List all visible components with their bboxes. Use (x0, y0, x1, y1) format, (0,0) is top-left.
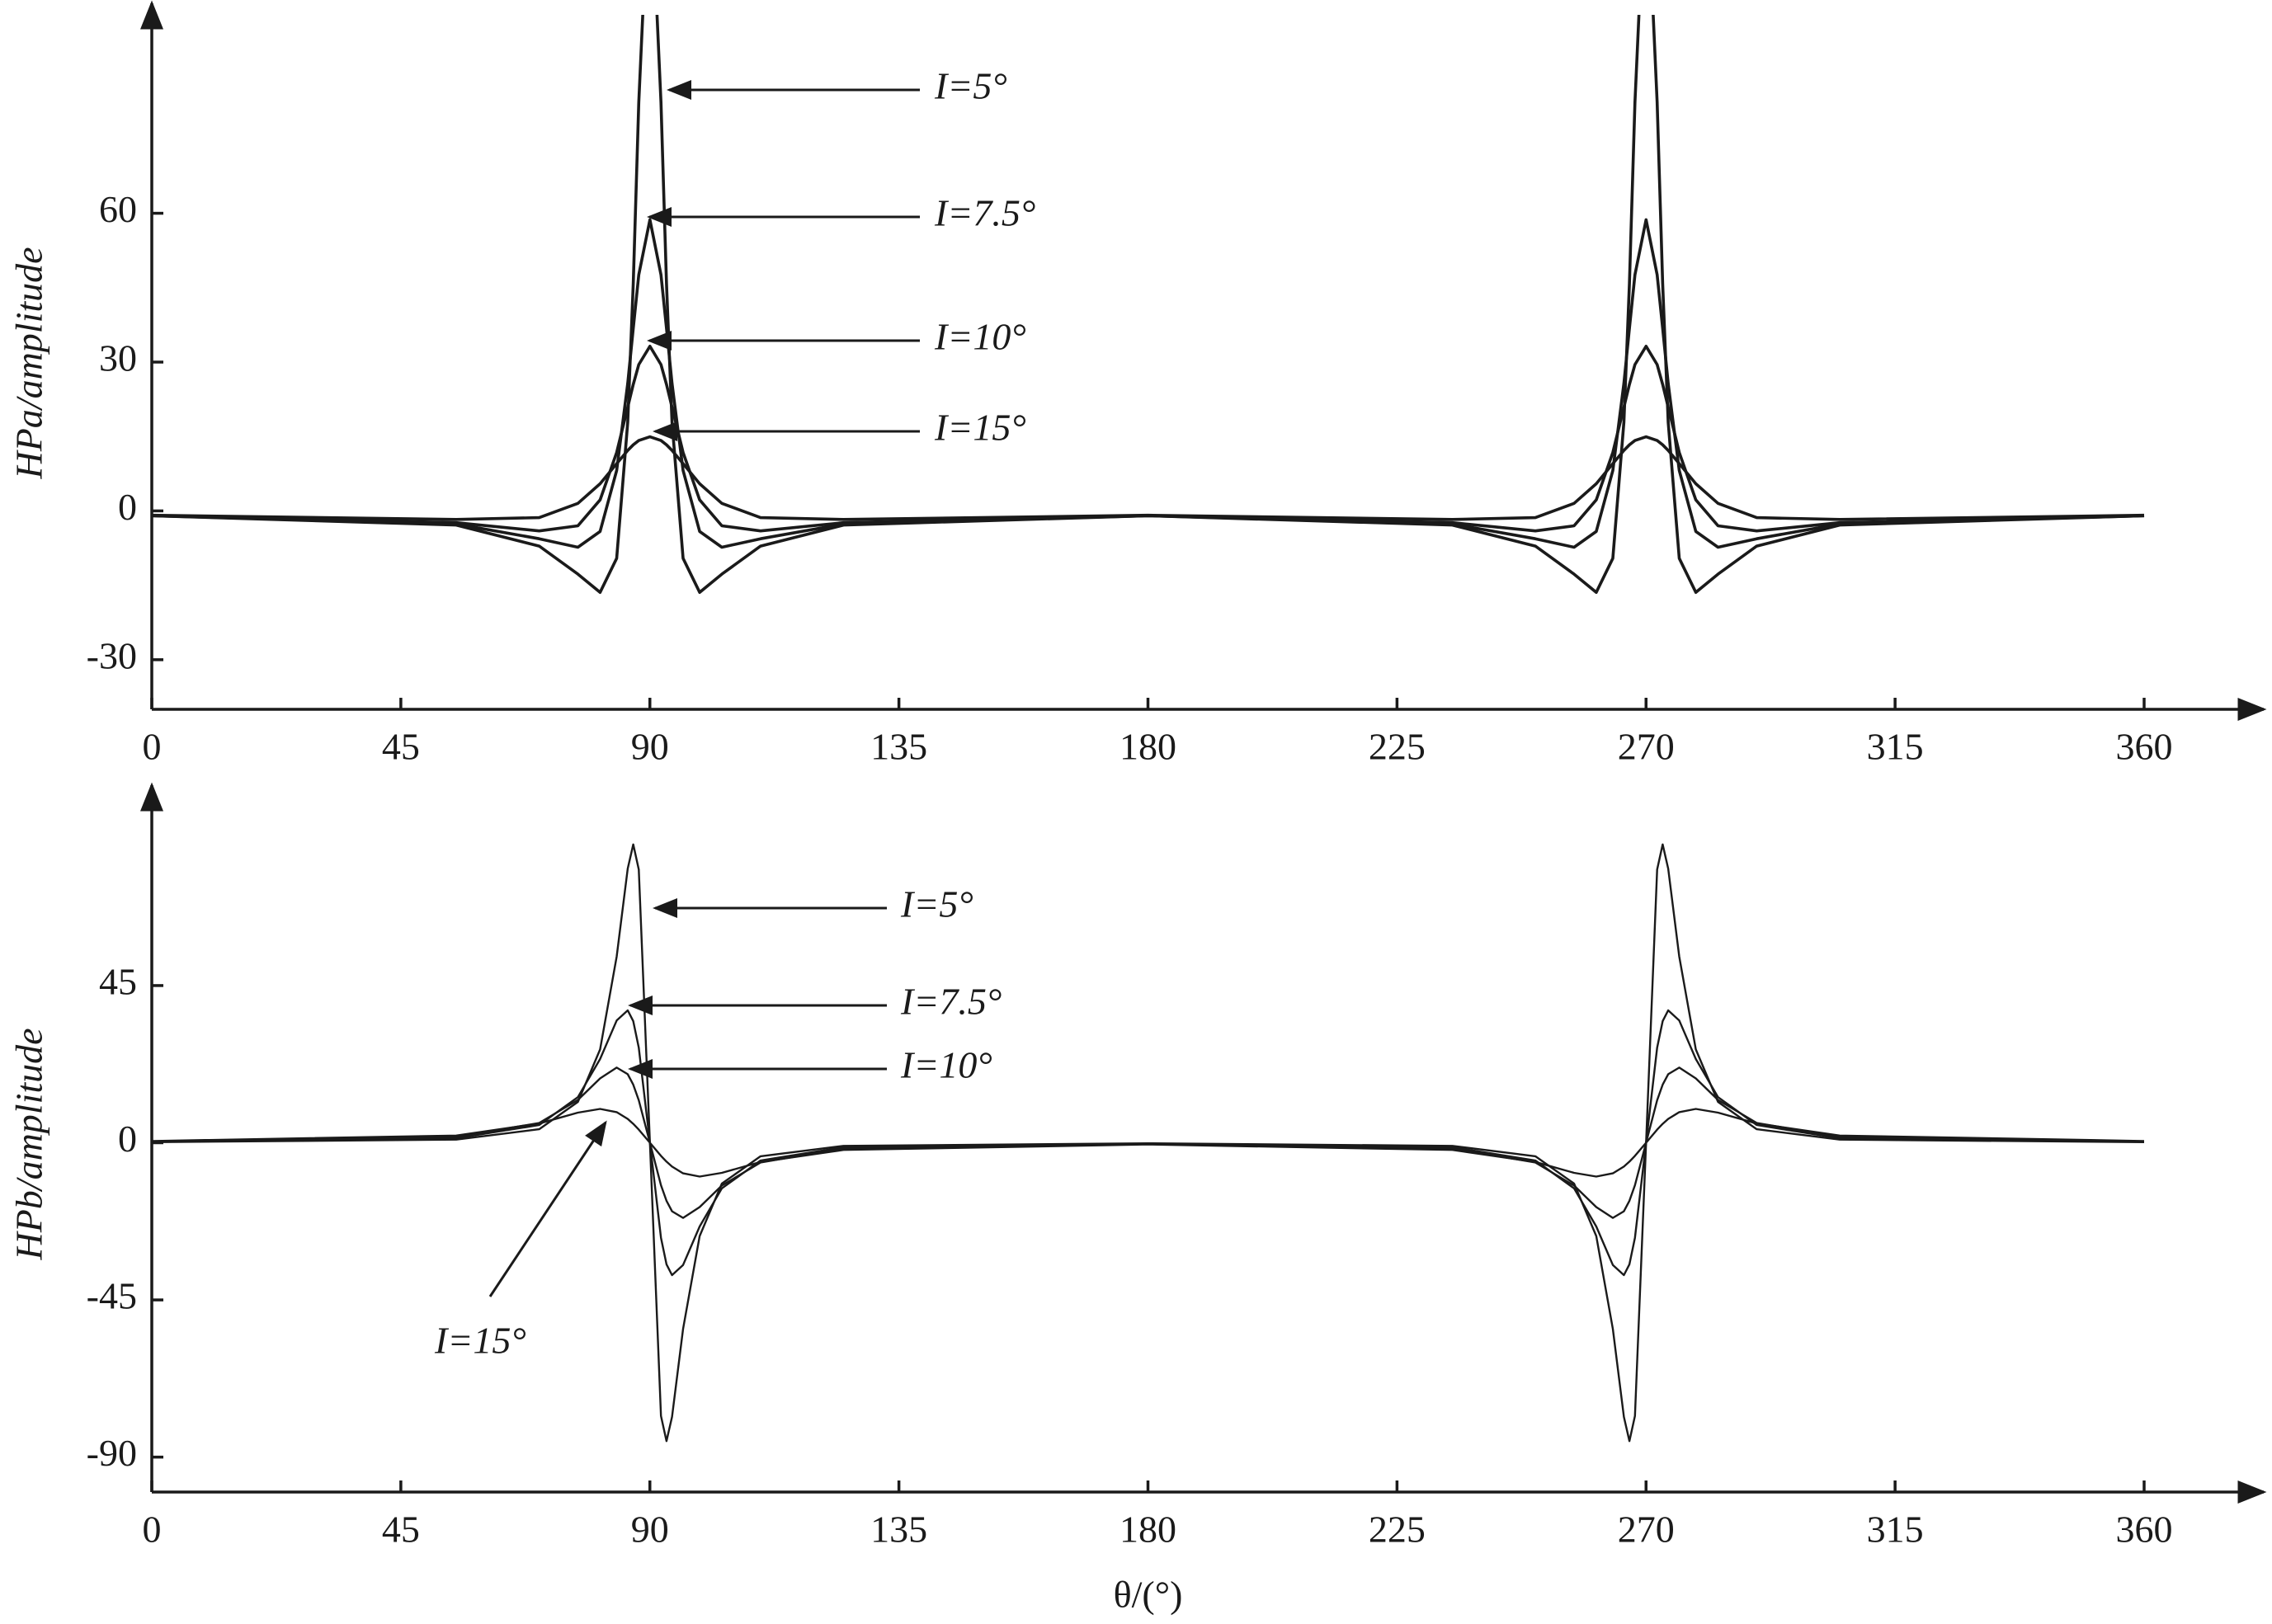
legend-arrow (488, 1120, 607, 1297)
x-tick-label: 90 (631, 1509, 669, 1551)
x-tick-label: 225 (1369, 1509, 1426, 1551)
y-tick-label: 60 (99, 188, 137, 230)
legend-label: I=10° (900, 1044, 992, 1086)
y-axis-label: HPb/amplitude (8, 1028, 50, 1260)
x-tick-label: 315 (1867, 726, 1924, 768)
legend-label: I=15° (934, 407, 1026, 449)
x-tick-label: 0 (143, 1509, 162, 1551)
x-tick-label: 225 (1369, 726, 1426, 768)
y-axis-label: HPa/amplitude (8, 247, 50, 479)
series-line (151, 15, 2145, 594)
x-tick-label: 135 (870, 726, 927, 768)
x-tick-label: 360 (2116, 726, 2173, 768)
legend-label: I=7.5° (934, 192, 1035, 234)
legend-label: I=15° (434, 1320, 526, 1362)
y-tick-label: 0 (118, 1118, 137, 1160)
y-tick-label: -90 (87, 1432, 137, 1474)
x-tick-label: 270 (1618, 726, 1675, 768)
legend-label: I=5° (934, 65, 1007, 107)
y-tick-label: -45 (87, 1275, 137, 1317)
y-tick-label: 30 (99, 337, 137, 379)
x-tick-label: 0 (143, 726, 162, 768)
series-line (151, 1009, 2145, 1277)
x-axis-label: θ/(°) (1114, 1574, 1183, 1616)
y-tick-label: 45 (99, 960, 137, 1002)
x-tick-label: 135 (870, 1509, 927, 1551)
x-tick-label: 90 (631, 726, 669, 768)
y-tick-label: 0 (118, 486, 137, 528)
series-line (151, 435, 2145, 521)
x-tick-label: 360 (2116, 1509, 2173, 1551)
x-tick-label: 180 (1120, 726, 1176, 768)
x-tick-label: 45 (382, 1509, 420, 1551)
x-tick-label: 45 (382, 726, 420, 768)
y-tick-label: -30 (87, 634, 137, 676)
series-line (151, 218, 2145, 549)
x-tick-label: 180 (1120, 1509, 1176, 1551)
legend-label: I=5° (900, 883, 973, 925)
legend-label: I=7.5° (900, 981, 1002, 1023)
series-line (151, 1108, 2145, 1178)
legend-label: I=10° (934, 316, 1026, 358)
x-tick-label: 270 (1618, 1509, 1675, 1551)
series-line (151, 345, 2145, 533)
x-tick-label: 315 (1867, 1509, 1924, 1551)
